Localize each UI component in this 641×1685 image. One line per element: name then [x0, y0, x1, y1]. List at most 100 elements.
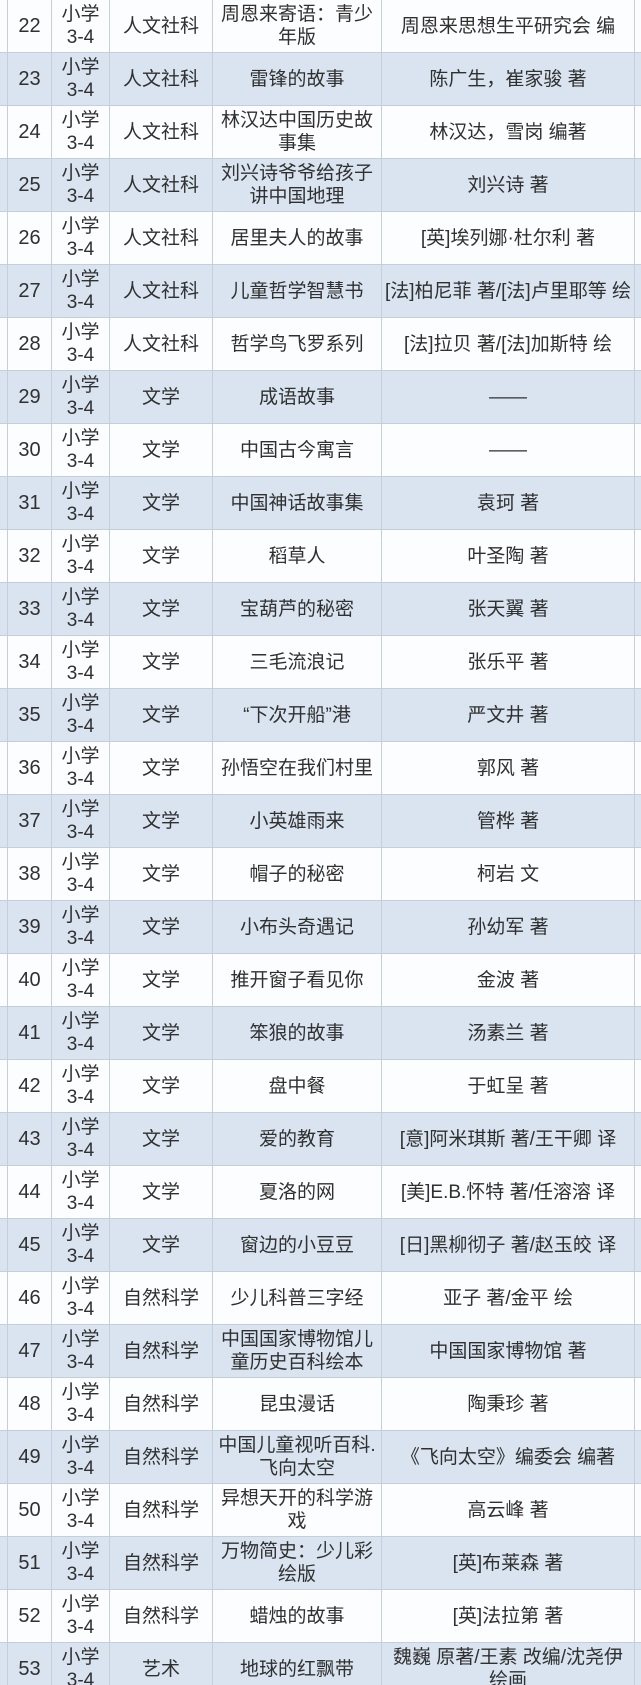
grade-top-label: 小学 [61, 163, 100, 184]
left-gutter [0, 848, 8, 900]
grade-top-label: 小学 [61, 640, 100, 661]
grade-bottom-label: 3-4 [66, 504, 95, 525]
grade-cell: 小学 3-4 [52, 106, 110, 158]
book-title-cell: 昆虫漫话 [213, 1378, 382, 1430]
left-gutter [0, 530, 8, 582]
book-title-cell: 地球的红飘带 [213, 1643, 382, 1685]
grade-top-label: 小学 [61, 693, 100, 714]
grade-bottom-label: 3-4 [66, 1458, 95, 1479]
grade-bottom-label: 3-4 [66, 928, 95, 949]
book-title-cell: 中国儿童视听百科.飞向太空 [213, 1431, 382, 1483]
author-cell: 《飞向太空》编委会 编著 [382, 1431, 635, 1483]
table-row: 34 小学 3-4 文学 三毛流浪记 张乐平 著 [0, 636, 641, 689]
grade-top-label: 小学 [61, 1117, 100, 1138]
row-number-cell: 45 [8, 1219, 52, 1271]
book-title-cell: 周恩来寄语：青少年版 [213, 0, 382, 52]
category-cell: 文学 [110, 424, 213, 476]
book-title-cell: 小英雄雨来 [213, 795, 382, 847]
left-gutter [0, 0, 8, 52]
grade-bottom-label: 3-4 [66, 80, 95, 101]
row-number-cell: 22 [8, 0, 52, 52]
table-row: 44 小学 3-4 文学 夏洛的网 [美]E.B.怀特 著/任溶溶 译 [0, 1166, 641, 1219]
grade-top-label: 小学 [61, 216, 100, 237]
table-row: 50 小学 3-4 自然科学 异想天开的科学游戏 高云峰 著 [0, 1484, 641, 1537]
grade-bottom-label: 3-4 [66, 822, 95, 843]
right-gutter [635, 583, 641, 635]
category-cell: 自然科学 [110, 1590, 213, 1642]
category-cell: 文学 [110, 848, 213, 900]
grade-cell: 小学 3-4 [52, 795, 110, 847]
book-title-cell: 中国神话故事集 [213, 477, 382, 529]
book-title-cell: 孙悟空在我们村里 [213, 742, 382, 794]
grade-top-label: 小学 [61, 57, 100, 78]
author-cell: 张天翼 著 [382, 583, 635, 635]
table-row: 37 小学 3-4 文学 小英雄雨来 管桦 著 [0, 795, 641, 848]
right-gutter [635, 530, 641, 582]
right-gutter [635, 1060, 641, 1112]
book-title-cell: “下次开船”港 [213, 689, 382, 741]
category-cell: 艺术 [110, 1643, 213, 1685]
author-cell: —— [382, 371, 635, 423]
category-cell: 人文社科 [110, 0, 213, 52]
right-gutter [635, 636, 641, 688]
grade-bottom-label: 3-4 [66, 1352, 95, 1373]
grade-bottom-label: 3-4 [66, 1299, 95, 1320]
row-number-cell: 33 [8, 583, 52, 635]
book-title-cell: 中国古今寓言 [213, 424, 382, 476]
grade-cell: 小学 3-4 [52, 901, 110, 953]
row-number-cell: 42 [8, 1060, 52, 1112]
category-cell: 自然科学 [110, 1537, 213, 1589]
author-cell: [法]柏尼菲 著/[法]卢里耶等 绘 [382, 265, 635, 317]
right-gutter [635, 1113, 641, 1165]
left-gutter [0, 742, 8, 794]
row-number-cell: 44 [8, 1166, 52, 1218]
grade-bottom-label: 3-4 [66, 292, 95, 313]
category-cell: 人文社科 [110, 53, 213, 105]
table-row: 22 小学 3-4 人文社科 周恩来寄语：青少年版 周恩来思想生平研究会 编 [0, 0, 641, 53]
table-row: 41 小学 3-4 文学 笨狼的故事 汤素兰 著 [0, 1007, 641, 1060]
category-cell: 文学 [110, 583, 213, 635]
right-gutter [635, 1431, 641, 1483]
table-row: 46 小学 3-4 自然科学 少儿科普三字经 亚子 著/金平 绘 [0, 1272, 641, 1325]
left-gutter [0, 1113, 8, 1165]
category-cell: 文学 [110, 954, 213, 1006]
author-cell: 亚子 著/金平 绘 [382, 1272, 635, 1324]
grade-top-label: 小学 [61, 1170, 100, 1191]
book-title-cell: 异想天开的科学游戏 [213, 1484, 382, 1536]
category-cell: 自然科学 [110, 1378, 213, 1430]
left-gutter [0, 1060, 8, 1112]
grade-top-label: 小学 [61, 4, 100, 25]
grade-cell: 小学 3-4 [52, 636, 110, 688]
book-title-cell: 刘兴诗爷爷给孩子讲中国地理 [213, 159, 382, 211]
row-number-cell: 29 [8, 371, 52, 423]
book-title-cell: 雷锋的故事 [213, 53, 382, 105]
row-number-cell: 35 [8, 689, 52, 741]
grade-cell: 小学 3-4 [52, 1113, 110, 1165]
grade-bottom-label: 3-4 [66, 1193, 95, 1214]
grade-cell: 小学 3-4 [52, 848, 110, 900]
table-row: 26 小学 3-4 人文社科 居里夫人的故事 [英]埃列娜·杜尔利 著 [0, 212, 641, 265]
right-gutter [635, 477, 641, 529]
author-cell: [英]埃列娜·杜尔利 著 [382, 212, 635, 264]
table-row: 53 小学 3-4 艺术 地球的红飘带 魏巍 原著/王素 改编/沈尧伊 绘画 [0, 1643, 641, 1685]
table-row: 48 小学 3-4 自然科学 昆虫漫话 陶秉珍 著 [0, 1378, 641, 1431]
row-number-cell: 28 [8, 318, 52, 370]
row-number-cell: 37 [8, 795, 52, 847]
left-gutter [0, 106, 8, 158]
author-cell: 魏巍 原著/王素 改编/沈尧伊 绘画 [382, 1643, 635, 1685]
grade-bottom-label: 3-4 [66, 981, 95, 1002]
author-cell: 刘兴诗 著 [382, 159, 635, 211]
right-gutter [635, 1272, 641, 1324]
grade-bottom-label: 3-4 [66, 239, 95, 260]
table-row: 30 小学 3-4 文学 中国古今寓言 —— [0, 424, 641, 477]
book-title-cell: 盘中餐 [213, 1060, 382, 1112]
row-number-cell: 50 [8, 1484, 52, 1536]
category-cell: 人文社科 [110, 212, 213, 264]
left-gutter [0, 1219, 8, 1271]
book-title-cell: 中国国家博物馆儿童历史百科绘本 [213, 1325, 382, 1377]
grade-bottom-label: 3-4 [66, 398, 95, 419]
grade-bottom-label: 3-4 [66, 716, 95, 737]
category-cell: 文学 [110, 1007, 213, 1059]
category-cell: 文学 [110, 1166, 213, 1218]
